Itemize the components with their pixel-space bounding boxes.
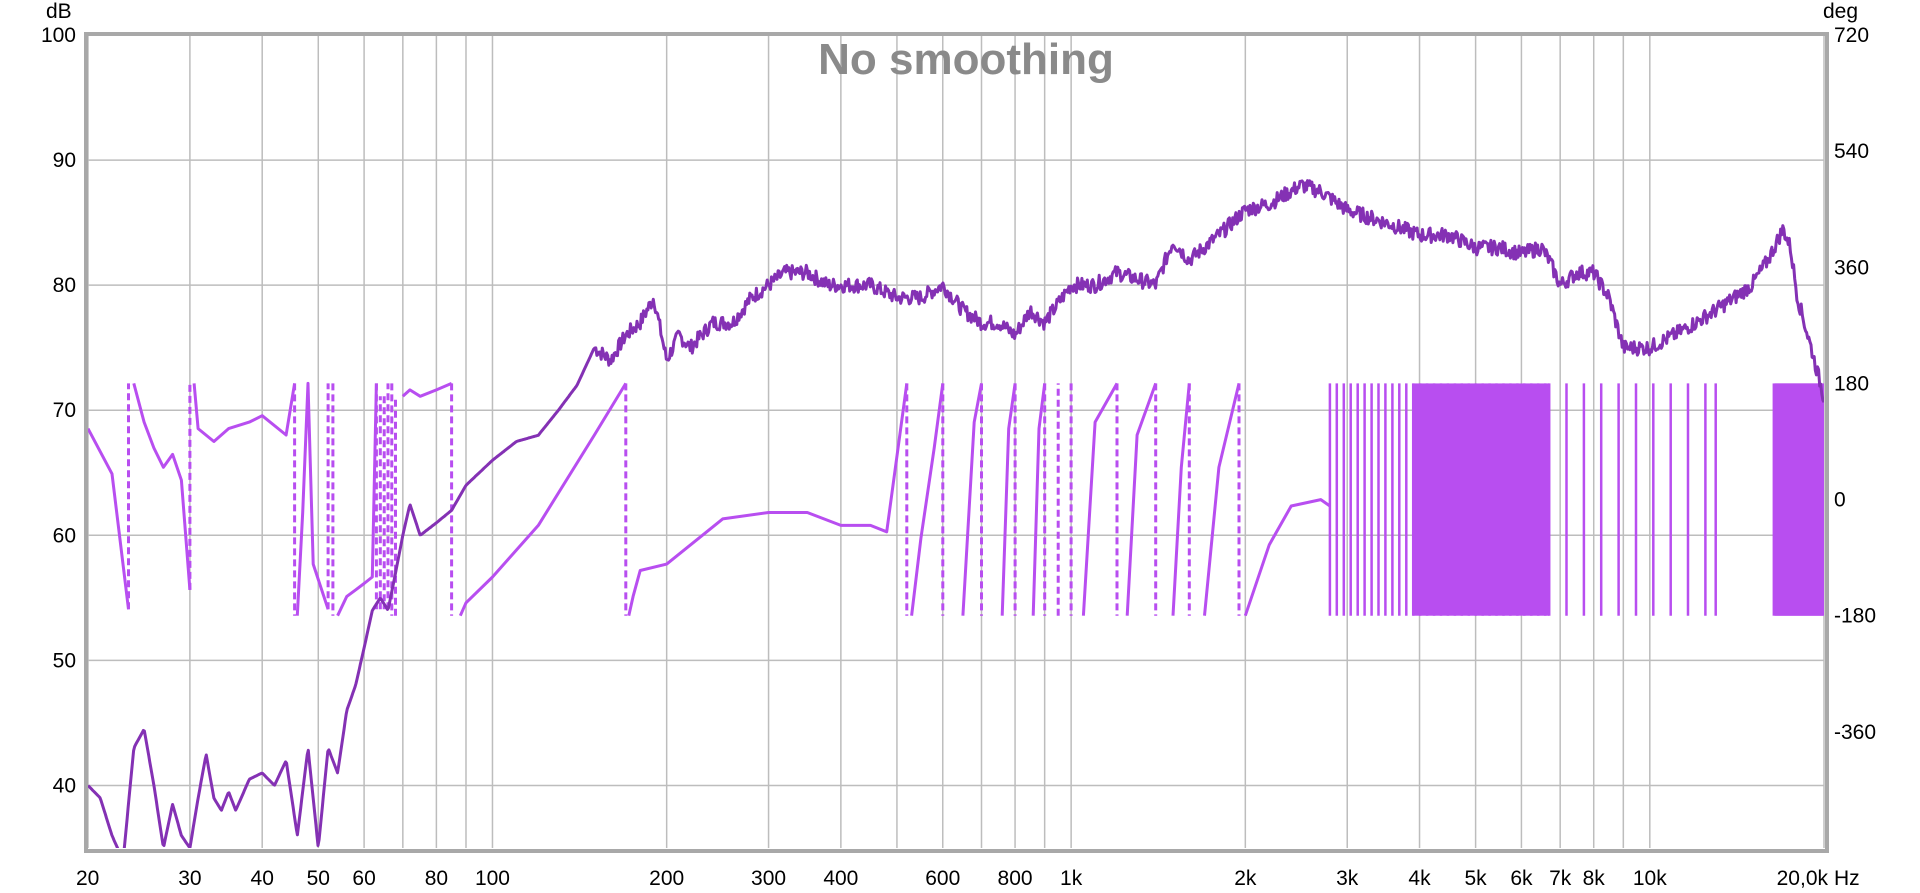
right-tick-label: 0 — [1834, 489, 1846, 512]
x-tick-label: 80 — [425, 867, 448, 890]
right-axis-ticks: -360 -180 0 180 360 540 720 — [1834, 24, 1876, 744]
left-tick-label: 40 — [53, 774, 76, 797]
x-axis-ticks: 20 30 40 50 60 80 100 200 300 400 600 800 1k 2k 3k 4k 5k… — [76, 867, 1828, 890]
x-tick-label: 100 — [475, 867, 510, 890]
x-tick-label: 2k — [1234, 867, 1257, 890]
chart-title: No smoothing — [818, 35, 1114, 84]
right-axis-unit: deg — [1823, 0, 1858, 23]
left-tick-label: 70 — [53, 399, 76, 422]
x-tick-label: 20,0k — [1777, 867, 1829, 890]
x-tick-label: 30 — [178, 867, 201, 890]
x-tick-label: 10k — [1633, 867, 1667, 890]
plot-frame — [84, 32, 1829, 853]
magnitude-curve — [88, 179, 1824, 848]
x-tick-label: 200 — [649, 867, 684, 890]
left-axis-unit: dB — [46, 0, 72, 23]
x-tick-label: 300 — [751, 867, 786, 890]
left-tick-label: 80 — [53, 274, 76, 297]
right-tick-label: -360 — [1834, 721, 1876, 744]
left-tick-label: 100 — [41, 24, 76, 47]
x-tick-label: 600 — [925, 867, 960, 890]
right-tick-label: 180 — [1834, 372, 1869, 395]
right-tick-label: 540 — [1834, 140, 1869, 163]
x-tick-label: 20 — [76, 867, 99, 890]
right-tick-label: -180 — [1834, 605, 1876, 628]
phase-dense-block — [1772, 383, 1824, 616]
x-tick-label: 5k — [1465, 867, 1488, 890]
left-tick-label: 50 — [53, 649, 76, 672]
x-tick-label: 800 — [998, 867, 1033, 890]
magnitude-layer — [88, 179, 1824, 848]
x-tick-label: 1k — [1060, 867, 1083, 890]
phase-curve — [88, 381, 1331, 617]
phase-dense-block — [1413, 383, 1550, 616]
x-tick-label: 3k — [1336, 867, 1359, 890]
right-tick-label: 360 — [1834, 256, 1869, 279]
left-tick-label: 60 — [53, 524, 76, 547]
x-tick-label: 8k — [1583, 867, 1606, 890]
right-tick-label: 720 — [1834, 24, 1869, 47]
x-axis-unit: Hz — [1834, 867, 1860, 890]
x-tick-label: 4k — [1408, 867, 1431, 890]
x-tick-label: 6k — [1510, 867, 1533, 890]
x-tick-label: 7k — [1549, 867, 1572, 890]
phase-layer — [88, 381, 1824, 617]
left-tick-label: 90 — [53, 149, 76, 172]
left-axis-ticks: 40 50 60 70 80 90 100 — [41, 24, 76, 797]
x-tick-label: 400 — [823, 867, 858, 890]
phase-wrap-lines — [127, 383, 1241, 616]
x-tick-label: 40 — [251, 867, 274, 890]
x-tick-label: 60 — [352, 867, 375, 890]
x-tick-label: 50 — [307, 867, 330, 890]
